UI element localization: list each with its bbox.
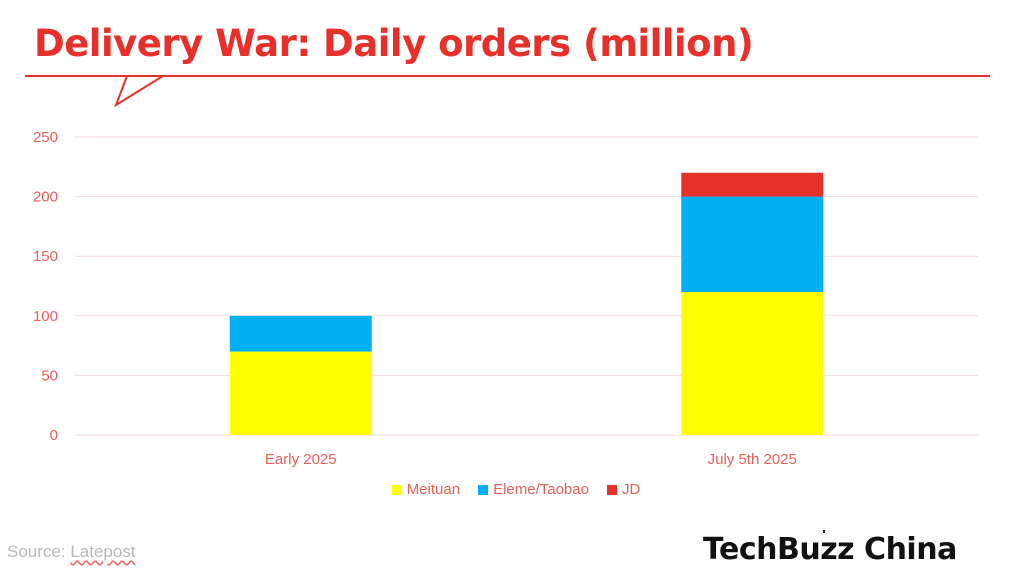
source-link[interactable]: Latepost	[70, 542, 136, 561]
techbuzz-logo: TechBuzz China	[703, 530, 957, 567]
legend-swatch	[606, 484, 617, 495]
logo-text: TechBuzz China	[703, 532, 957, 567]
legend-item: JD	[606, 481, 641, 498]
bar-eleme-taobao-1	[681, 196, 824, 292]
legend-swatch	[478, 484, 489, 495]
bar-meituan-0	[229, 351, 372, 435]
y-tick-label: 200	[33, 189, 58, 206]
page-title: Delivery War: Daily orders (million)	[34, 22, 754, 65]
x-category-label: July 5th 2025	[708, 451, 797, 468]
legend-label: Eleme/Taobao	[493, 481, 589, 498]
source-prefix: Source:	[7, 542, 71, 561]
legend-label: Meituan	[406, 481, 461, 498]
y-tick-label: 0	[50, 427, 58, 444]
bar-meituan-1	[681, 291, 824, 435]
bar-jd-1	[681, 172, 824, 197]
y-tick-label: 50	[41, 367, 58, 384]
source-note: Source: Latepost	[7, 542, 136, 562]
y-tick-label: 150	[33, 248, 58, 265]
y-tick-label: 100	[33, 308, 58, 325]
x-category-label: Early 2025	[265, 451, 337, 468]
legend-swatch	[391, 484, 402, 495]
y-tick-label: 250	[33, 129, 58, 146]
chart-legend: Meituan Eleme/Taobao JD	[0, 481, 1024, 498]
legend-item: Eleme/Taobao	[478, 481, 589, 498]
legend-item: Meituan	[391, 481, 461, 498]
legend-label: JD	[621, 481, 641, 498]
bar-eleme-taobao-0	[229, 315, 372, 352]
